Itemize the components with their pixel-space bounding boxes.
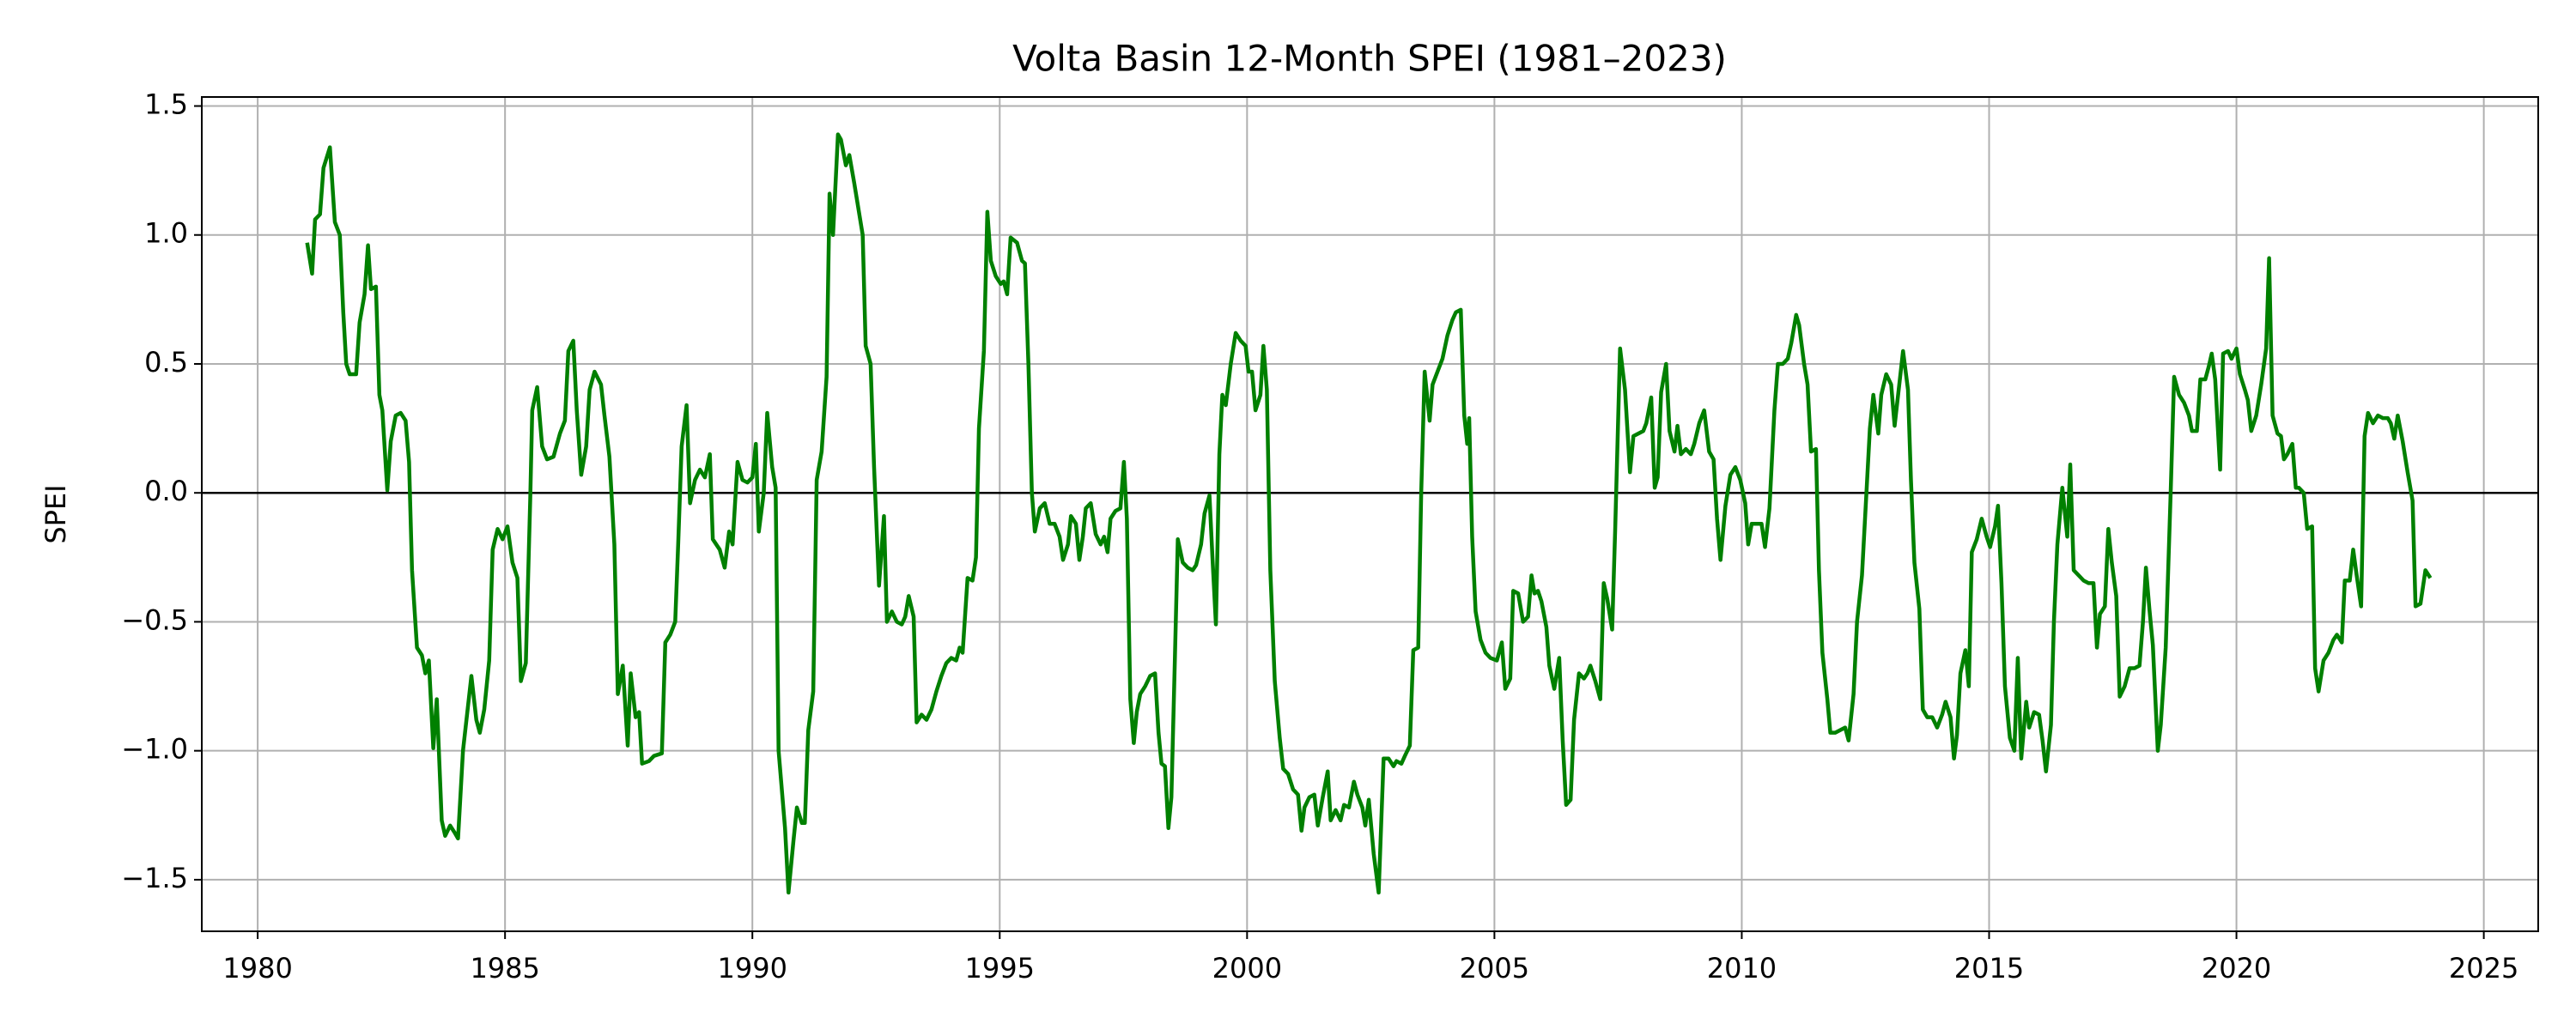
y-tick-label: −1.0: [121, 733, 188, 766]
x-tick-label: 1990: [717, 952, 787, 985]
x-tick-label: 2025: [2449, 952, 2518, 985]
y-tick-label: −1.5: [121, 862, 188, 894]
plot-frame: [201, 96, 2539, 932]
x-tick-label: 2010: [1707, 952, 1777, 985]
x-tick-label: 2020: [2202, 952, 2271, 985]
x-tick-label: 2000: [1212, 952, 1282, 985]
y-tick-label: 1.0: [144, 217, 188, 250]
x-tick-label: 1995: [965, 952, 1035, 985]
chart-title: Volta Basin 12-Month SPEI (1981–2023): [1012, 38, 1727, 80]
x-tick-label: 1985: [470, 952, 539, 985]
y-tick-label: 0.5: [144, 346, 188, 379]
y-axis-label: SPEI: [39, 484, 72, 543]
x-tick-label: 1980: [222, 952, 292, 985]
data-line: [305, 132, 2433, 895]
x-tick-label: 2005: [1460, 952, 1529, 985]
x-tick-label: 2015: [1954, 952, 2024, 985]
y-tick-label: −0.5: [121, 603, 188, 636]
y-tick-label: 1.5: [144, 88, 188, 121]
y-tick-label: 0.0: [144, 475, 188, 507]
